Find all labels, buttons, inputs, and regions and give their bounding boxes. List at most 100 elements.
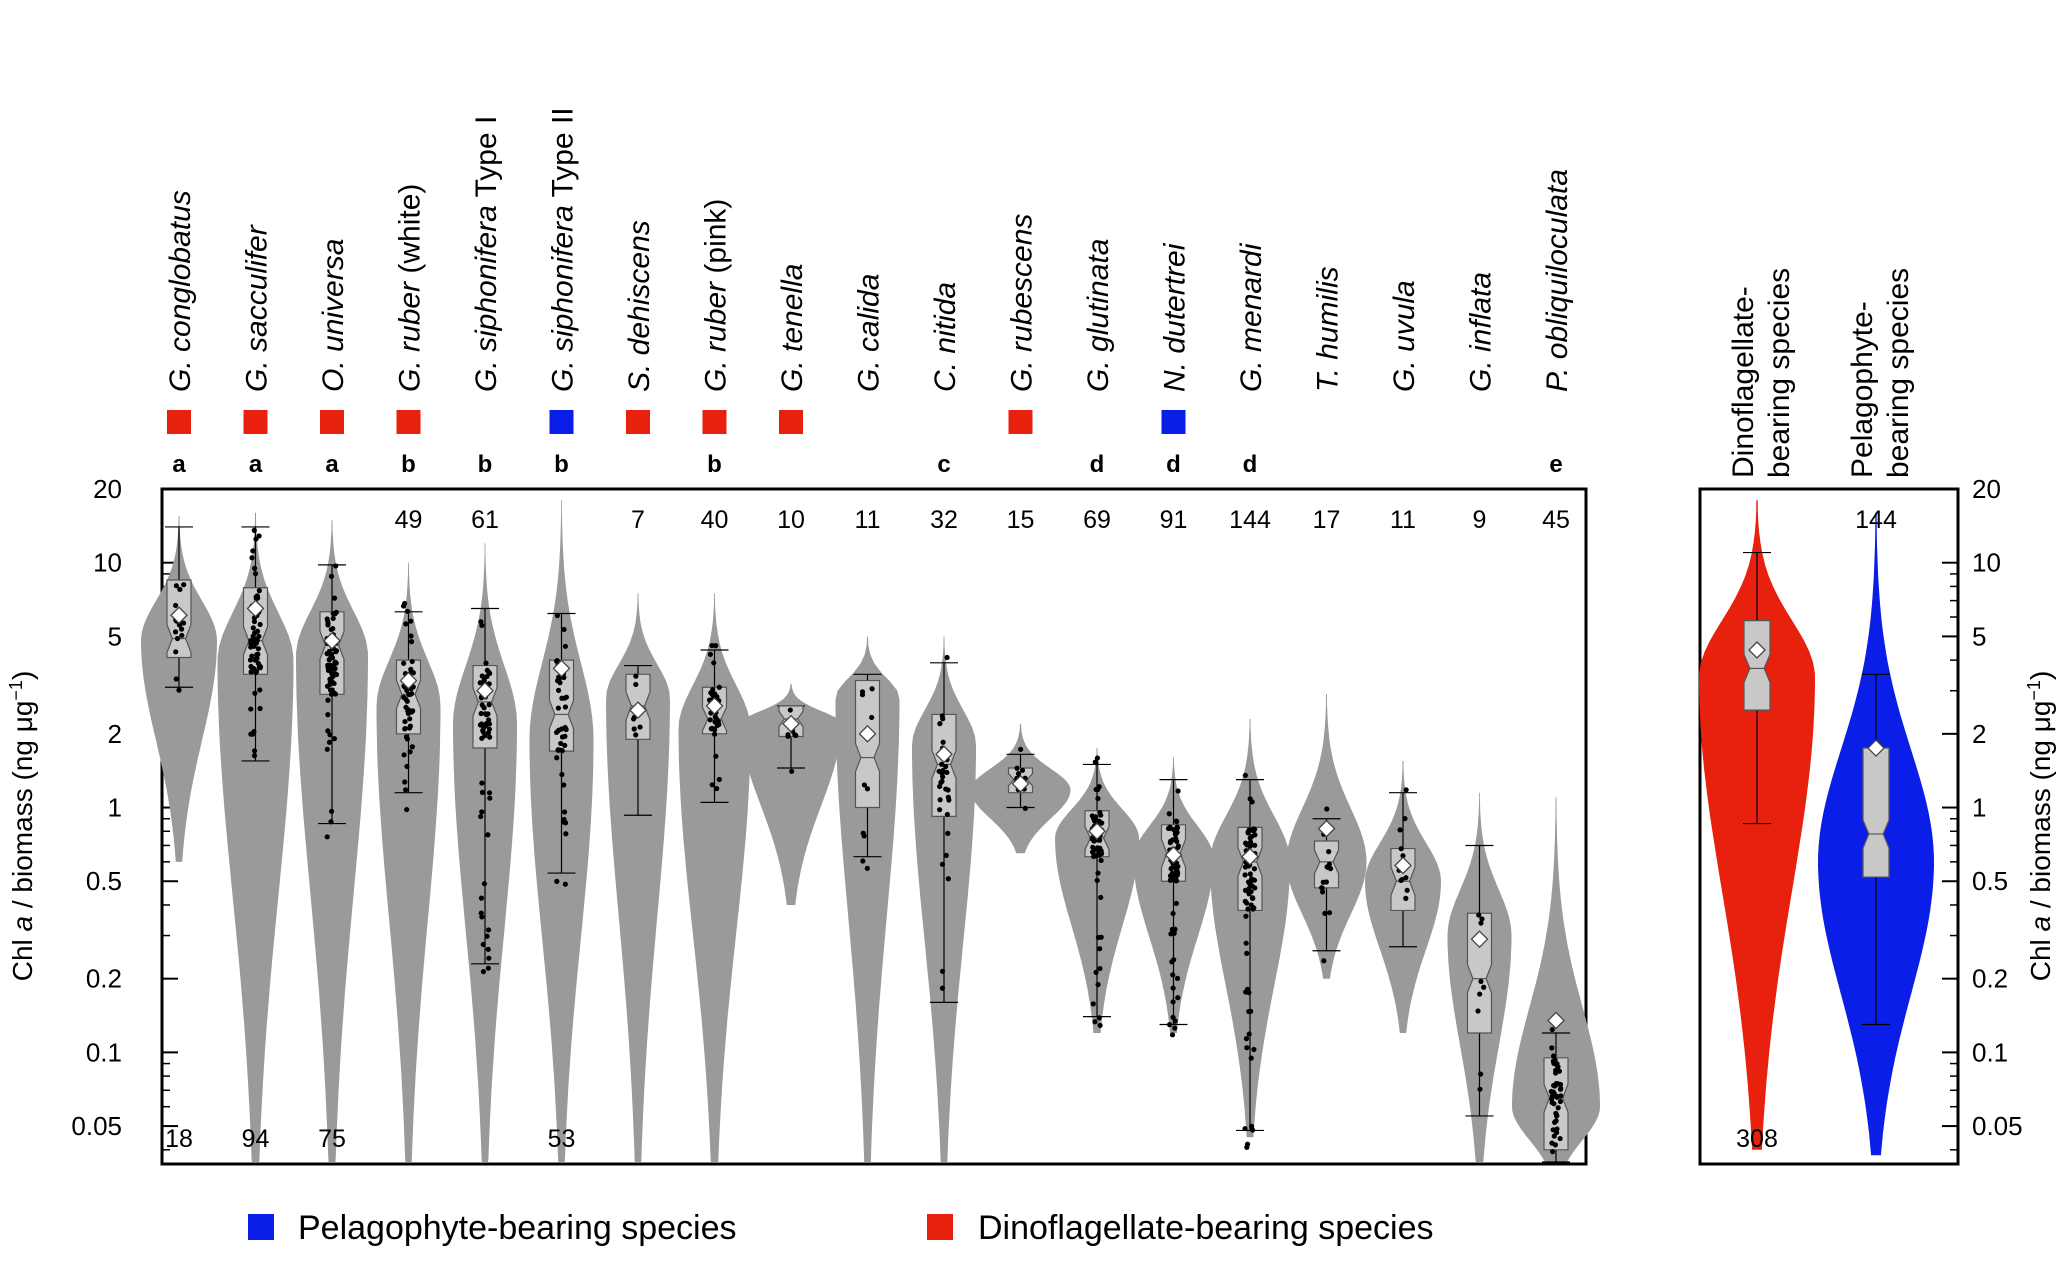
species-data-point [864,786,871,792]
species-data-point [256,588,262,594]
species-data-point [1478,920,1484,926]
species-mean-marker [705,697,724,715]
species-data-point [1097,1022,1103,1028]
species-data-point [1170,999,1176,1005]
species-data-point [1097,946,1103,952]
species-data-point [1097,850,1103,856]
group-letter: a [325,451,339,478]
species-label-epithet: siphonifera [547,205,580,352]
sample-size-label: 18 [165,1125,193,1153]
species-data-point [1174,975,1181,981]
species-data-point [333,563,339,569]
species-data-point [478,619,484,625]
species-data-point [555,687,562,693]
species-data-point [402,779,408,785]
species-data-point [1252,832,1258,838]
species-label-epithet: obliquiloculata [1541,169,1574,359]
species-1 [217,512,294,1162]
species-data-point [1242,872,1248,878]
species-data-point [478,895,485,901]
species-data-point [633,732,639,738]
species-data-point [559,726,565,732]
species-label-epithet: sacculifer [241,224,274,352]
grouped-label-line1: Pelagophyte- [1846,301,1879,478]
species-data-point [408,633,414,639]
species-data-point [253,669,260,675]
species-mean-marker [476,681,494,700]
species-data-point [254,651,260,658]
species-data-point [1169,926,1175,932]
main-y-tick-label: 0.05 [71,1111,122,1141]
species-data-point [1475,1008,1481,1014]
species-data-point [402,718,408,725]
species-data-point [402,726,408,732]
species-data-point [327,676,333,682]
species-data-point [940,739,946,745]
species-data-point [1097,809,1103,816]
species-data-point [256,633,262,639]
species-data-point [479,780,485,786]
species-10 [912,636,976,1162]
species-data-point [716,776,722,783]
species-data-point [712,714,718,720]
species-data-point [328,573,335,579]
species-label: G. tenella [776,264,809,392]
species-data-point [1242,1125,1248,1132]
species-mean-marker [399,671,418,690]
species-data-point [248,637,254,644]
grouped-violin-body [1699,500,1815,1150]
species-label-epithet: humilis [1312,266,1345,359]
species-label-epithet: uvula [1388,280,1421,352]
species-label-epithet: dehiscens [623,220,656,355]
species-mean-marker [1317,819,1336,838]
species-data-point [1244,986,1251,992]
species-data-point [1550,1053,1557,1059]
sample-size-label: 32 [930,506,958,534]
species-data-point [1245,830,1251,836]
species-label: N. dutertrei [1159,242,1192,392]
species-data-point [324,746,330,752]
species-data-point [936,807,943,813]
species-data-point [1549,1140,1555,1146]
species-data-point [254,628,261,634]
species-data-point [561,626,567,633]
species-data-point [940,774,946,780]
species-data-point [1549,1093,1555,1099]
species-data-point [1251,1046,1257,1053]
species-data-point [173,583,179,589]
species-data-point [1250,906,1256,912]
species-data-point [1168,866,1174,872]
species-data-point [1549,1149,1556,1155]
species-data-point [1326,910,1333,916]
species-violin-body [678,593,751,1162]
species-data-point [1549,1099,1555,1106]
species-data-point [1093,760,1099,766]
species-data-point [177,586,183,592]
species-data-point [174,635,181,642]
species-data-point [477,680,483,686]
species-data-point [1251,877,1258,883]
species-label-suffix: (pink) [700,199,733,282]
legend-label-dinoflagellate: Dinoflagellate-bearing species [978,1209,1434,1247]
species-data-point [400,603,407,609]
species-data-point [1166,811,1172,817]
species-label: S. dehiscens [623,220,656,392]
species-data-point [1327,866,1334,872]
species-data-point [1174,838,1180,845]
species-label: G. rubescens [1006,214,1039,392]
species-data-point [257,705,263,712]
sample-size-label: 9 [1473,506,1487,534]
species-data-point [409,744,415,750]
species-data-point [479,673,485,679]
species-data-point [1095,981,1101,988]
species-label-genus: G. [164,352,197,392]
species-data-point [328,808,335,814]
species-data-point [251,748,258,754]
species-data-point [328,819,334,825]
species-data-point [860,858,866,864]
grouped-mean-marker [1748,641,1766,659]
species-data-point [1248,1055,1254,1061]
species-data-point [562,704,569,710]
grouped-y-tick-label: 2 [1972,719,1986,749]
species-data-point [563,831,569,837]
